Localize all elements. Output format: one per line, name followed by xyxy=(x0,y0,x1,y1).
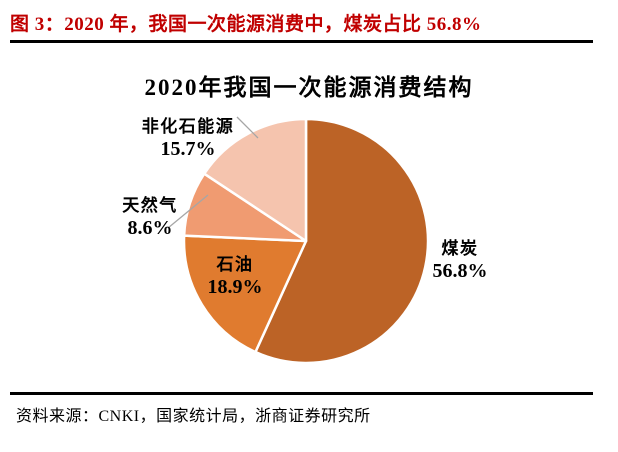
pie-slice-coal xyxy=(254,117,430,365)
pie-label-non-fossil-energy: 非化石能源 15.7% xyxy=(142,115,235,161)
pie-label-oil-value: 18.9% xyxy=(207,276,263,298)
leader-line-non-fossil-energy xyxy=(236,116,259,139)
pie-label-coal: 煤炭 56.8% xyxy=(433,237,488,283)
pie-label-natural-gas: 天然气 8.6% xyxy=(122,194,178,240)
chart-title: 2020年我国一次能源消费结构 xyxy=(144,75,474,100)
pie-label-natural-gas-value: 8.6% xyxy=(127,217,173,239)
leader-line-natural-gas xyxy=(167,194,209,229)
pie-label-non-fossil-energy-name: 非化石能源 xyxy=(141,117,235,136)
top-rule xyxy=(10,40,593,43)
pie-slice-non-fossil-energy xyxy=(202,117,308,243)
pie-label-coal-name: 煤炭 xyxy=(441,239,479,258)
pie-label-oil: 石油 18.9% xyxy=(208,253,263,299)
pie-slice-oil xyxy=(182,234,308,354)
pie-label-oil-name: 石油 xyxy=(216,255,254,274)
pie-label-non-fossil-energy-value: 15.7% xyxy=(160,138,216,160)
figure-title: 图 3：2020 年，我国一次能源消费中，煤炭占比 56.8% xyxy=(10,14,482,35)
bottom-rule xyxy=(10,392,593,395)
source-note: 资料来源：CNKI，国家统计局，浙商证券研究所 xyxy=(16,408,371,425)
pie-label-coal-value: 56.8% xyxy=(432,260,488,282)
pie-label-natural-gas-name: 天然气 xyxy=(122,196,178,215)
